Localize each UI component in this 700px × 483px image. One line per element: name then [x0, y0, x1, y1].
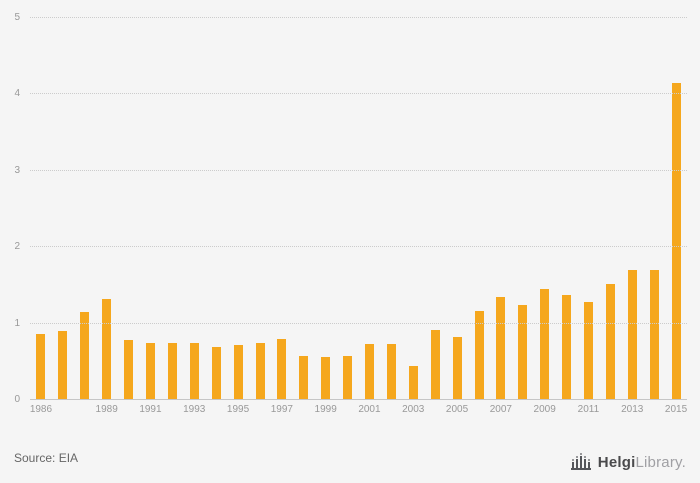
bar-2005[interactable]	[452, 337, 462, 400]
y-tick-label-5: 5	[14, 12, 20, 23]
bar-2015[interactable]	[671, 82, 681, 400]
bar-slot-1999	[315, 18, 337, 400]
x-tick-label-1993: 1993	[183, 404, 206, 415]
bar-2004[interactable]	[430, 329, 440, 400]
gridline-3	[30, 169, 687, 171]
bar-slot-2012	[600, 18, 622, 400]
bar-slot-1996	[249, 18, 271, 400]
bar-2014[interactable]	[649, 270, 659, 400]
helgi-library-logo[interactable]: HelgiLibrary.	[570, 453, 686, 471]
bar-slot-1987	[52, 18, 74, 400]
bar-1990[interactable]	[124, 340, 134, 400]
bar-slot-2002	[381, 18, 403, 400]
bar-1986[interactable]	[36, 333, 46, 400]
bar-chart-plot-area	[30, 17, 687, 400]
x-tick-label-2013: 2013	[621, 404, 644, 415]
helgi-bridge-icon	[570, 453, 591, 470]
bar-1992[interactable]	[167, 342, 177, 400]
bar-slot-1995	[227, 18, 249, 400]
x-tick-label-1991: 1991	[139, 404, 162, 415]
x-axis-labels: 1986 1989 1991 1993 1995 1997 1999 2001 2003 2005…	[30, 405, 687, 419]
gridline-2	[30, 246, 687, 248]
bar-slot-2014	[643, 18, 665, 400]
bar-slot-2004	[424, 18, 446, 400]
bar-slot-2008	[512, 18, 534, 400]
y-tick-label-1: 1	[14, 317, 20, 329]
bar-slot-2001	[359, 18, 381, 400]
x-tick-label-2005: 2005	[445, 404, 469, 415]
logo-text-library: Library.	[635, 453, 686, 471]
bar-slot-2003	[402, 18, 424, 400]
bar-slot-1988	[74, 18, 96, 400]
y-tick-label-2: 2	[14, 241, 20, 253]
bar-2008[interactable]	[518, 305, 528, 400]
bar-slot-2015	[665, 18, 687, 400]
bar-2011[interactable]	[584, 302, 594, 400]
bar-1989[interactable]	[102, 299, 112, 400]
bar-slot-1990	[118, 18, 140, 400]
bar-2013[interactable]	[627, 270, 637, 400]
bar-1997[interactable]	[277, 338, 287, 400]
bar-slot-1991	[140, 18, 162, 400]
x-tick-label-1999: 1999	[314, 404, 337, 415]
bar-slot-1997	[271, 18, 293, 400]
bar-slot-2009	[534, 18, 556, 400]
source-label: Source: EIA	[14, 451, 79, 465]
x-tick-label-2001: 2001	[358, 404, 381, 415]
bar-2009[interactable]	[540, 289, 550, 400]
bars-container	[30, 18, 687, 400]
y-tick-label-0: 0	[14, 394, 20, 405]
x-tick-label-1986: 1986	[29, 404, 53, 415]
bar-1988[interactable]	[80, 312, 90, 400]
bar-slot-1986	[30, 18, 52, 400]
bar-slot-1998	[293, 18, 315, 400]
gridline-4	[30, 93, 687, 95]
bar-slot-2010	[556, 18, 578, 400]
bar-slot-1992	[161, 18, 183, 400]
bar-2006[interactable]	[474, 310, 484, 400]
bar-2002[interactable]	[386, 344, 396, 400]
bar-2001[interactable]	[365, 344, 375, 400]
bar-slot-2013	[621, 18, 643, 400]
bar-2000[interactable]	[343, 355, 353, 400]
logo-text: HelgiLibrary.	[598, 455, 686, 470]
bar-slot-2007	[490, 18, 512, 400]
x-tick-label-1995: 1995	[226, 404, 250, 415]
y-tick-label-3: 3	[14, 164, 20, 176]
bar-slot-1989	[96, 18, 118, 400]
bar-1998[interactable]	[299, 356, 309, 400]
bar-2010[interactable]	[562, 294, 572, 400]
x-tick-label-2003: 2003	[402, 404, 425, 415]
x-tick-label-1989: 1989	[95, 404, 118, 415]
bar-2003[interactable]	[408, 365, 418, 400]
bar-slot-2000	[337, 18, 359, 400]
bar-1987[interactable]	[58, 331, 68, 400]
gridline-1	[30, 322, 687, 324]
gridline-0	[30, 399, 687, 400]
bar-slot-2006	[468, 18, 490, 400]
x-tick-label-1997: 1997	[270, 404, 293, 415]
bar-2012[interactable]	[606, 283, 616, 400]
y-axis-labels: 0 1 2 3 4 5	[4, 13, 24, 405]
x-tick-label-2007: 2007	[489, 404, 512, 415]
x-tick-label-2009: 2009	[533, 404, 556, 415]
bar-1999[interactable]	[321, 357, 331, 400]
bar-2007[interactable]	[496, 296, 506, 400]
bar-slot-1993	[183, 18, 205, 400]
bar-slot-2011	[578, 18, 600, 400]
bar-1993[interactable]	[189, 342, 199, 400]
bar-1996[interactable]	[255, 342, 265, 400]
bar-slot-2005	[446, 18, 468, 400]
gridline-5	[30, 17, 687, 18]
x-tick-label-2015: 2015	[664, 404, 688, 415]
logo-text-helgi: Helgi	[597, 453, 636, 471]
bar-1991[interactable]	[145, 342, 155, 400]
x-tick-label-2011: 2011	[577, 404, 600, 415]
bar-slot-1994	[205, 18, 227, 400]
y-tick-label-4: 4	[14, 88, 20, 100]
bar-1995[interactable]	[233, 345, 243, 400]
bar-1994[interactable]	[211, 346, 221, 400]
